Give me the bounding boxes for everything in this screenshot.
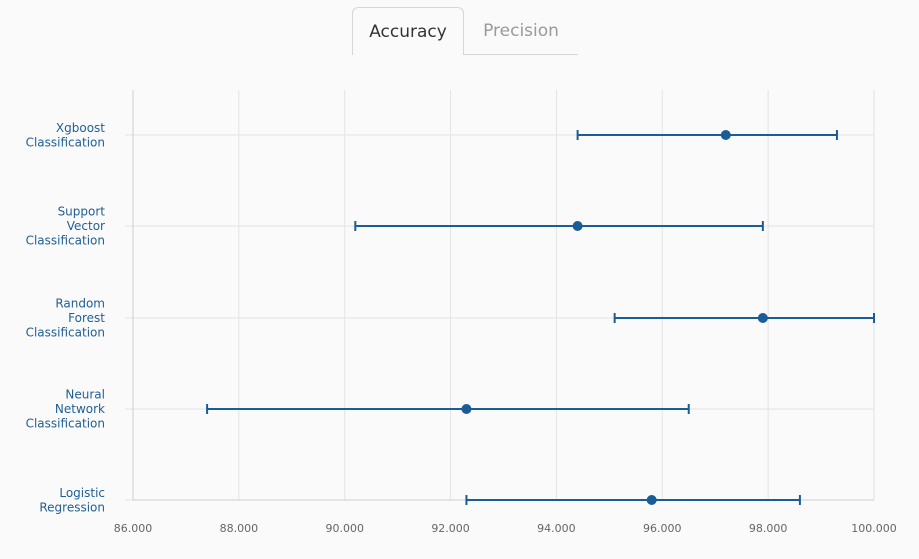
tab-precision[interactable]: Precision <box>464 7 578 55</box>
x-tick-label: 100.000 <box>851 522 897 535</box>
data-point[interactable] <box>757 313 768 323</box>
x-tick-label: 90.000 <box>325 522 364 535</box>
metric-tabs: Accuracy Precision <box>352 7 578 55</box>
x-tick-label: 86.000 <box>114 522 153 535</box>
x-tick-label: 98.000 <box>749 522 788 535</box>
x-tick-label: 88.000 <box>220 522 259 535</box>
data-point[interactable] <box>646 495 657 505</box>
category-label: Random <box>55 297 105 311</box>
tab-accuracy[interactable]: Accuracy <box>352 7 464 55</box>
category-label: Xgboost <box>56 121 105 135</box>
category-label: Classification <box>26 417 105 431</box>
category-label: Classification <box>26 135 105 149</box>
axes <box>132 90 874 501</box>
data-point[interactable] <box>572 221 583 231</box>
x-tick-label: 94.000 <box>537 522 576 535</box>
x-tick-label: 96.000 <box>643 522 682 535</box>
category-label: Neural <box>65 388 105 402</box>
data-point[interactable] <box>461 404 472 414</box>
x-tick-label: 92.000 <box>431 522 470 535</box>
category-label: Classification <box>26 326 105 340</box>
data-point[interactable] <box>720 130 731 140</box>
grid-lines <box>125 90 875 501</box>
category-label: Regression <box>39 500 105 514</box>
category-label: Network <box>55 402 105 416</box>
x-axis-tick-labels: 86.000 88.000 90.000 92.000 94.000 96.000 98.0… <box>114 522 897 535</box>
category-label: Support <box>58 205 106 219</box>
category-label: Vector <box>67 219 105 233</box>
category-label: Classification <box>26 234 105 248</box>
series-error-bars <box>206 130 875 505</box>
category-label: Forest <box>68 311 105 325</box>
y-axis-category-labels: XgboostClassificationSupportVectorClassi… <box>26 121 106 515</box>
category-label: Logistic <box>59 486 105 500</box>
